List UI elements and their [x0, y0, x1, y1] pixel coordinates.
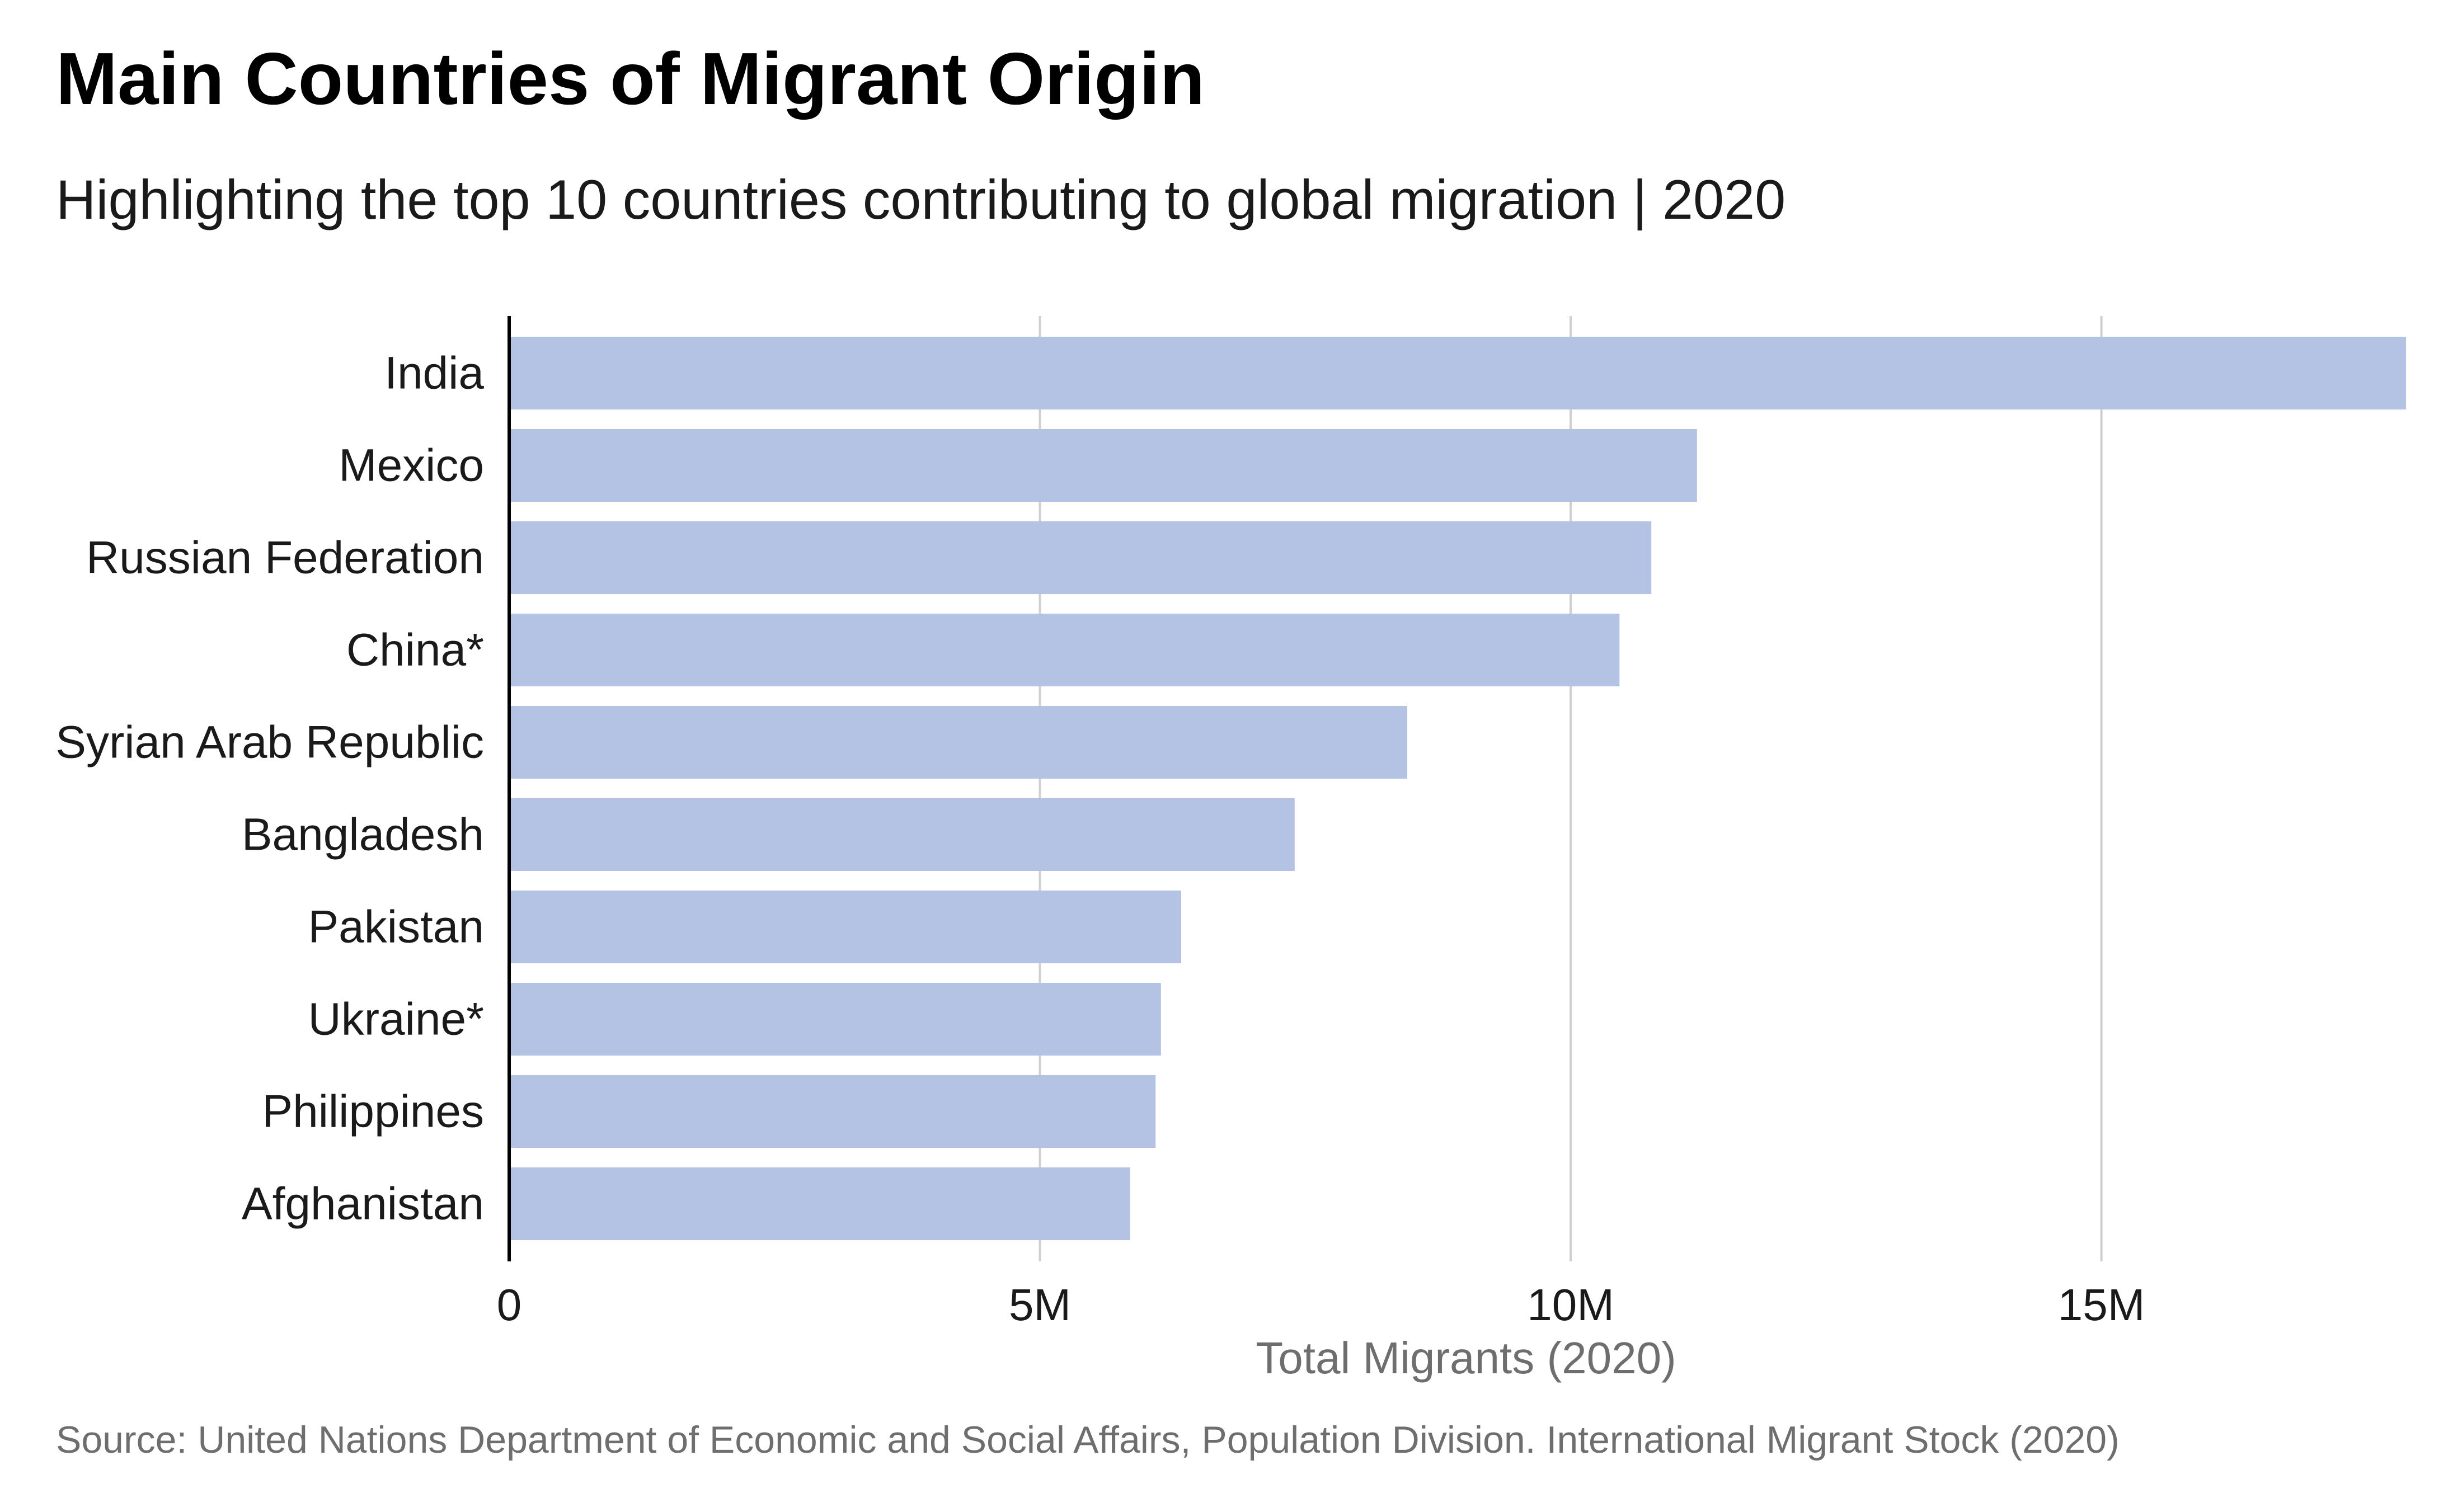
bar [509, 891, 1181, 963]
category-label: China* [346, 625, 484, 676]
bar [509, 983, 1161, 1056]
bar [509, 337, 2406, 409]
x-axis-title: Total Migrants (2020) [1256, 1333, 1676, 1383]
x-tick-label: 10M [1527, 1280, 1614, 1330]
category-label: Philippines [262, 1086, 484, 1137]
bar [509, 614, 1620, 686]
bar [509, 521, 1652, 594]
category-label: Mexico [339, 440, 484, 491]
bar [509, 1075, 1156, 1148]
category-label: Russian Federation [86, 533, 484, 583]
bar [509, 429, 1697, 502]
x-tick-label: 5M [1009, 1280, 1071, 1330]
chart-title: Main Countries of Migrant Origin [56, 37, 1205, 120]
bar [509, 798, 1295, 871]
category-label: Ukraine* [308, 994, 484, 1045]
category-label: Afghanistan [242, 1179, 484, 1230]
source-note: Source: United Nations Department of Eco… [56, 1419, 2120, 1461]
x-tick-label: 15M [2058, 1280, 2145, 1330]
category-label: Pakistan [308, 902, 484, 953]
category-label: Syrian Arab Republic [55, 717, 484, 768]
bar [509, 706, 1407, 779]
chart-subtitle: Highlighting the top 10 countries contri… [56, 168, 1786, 230]
bar [509, 1167, 1130, 1240]
category-label: Bangladesh [242, 809, 484, 860]
x-tick-label: 0 [497, 1280, 522, 1330]
category-label: India [384, 348, 484, 399]
